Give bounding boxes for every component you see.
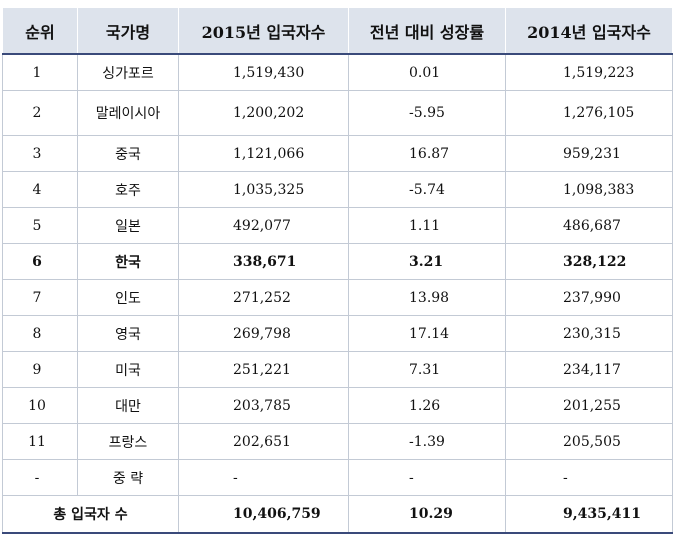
cell-arrivals-2014: 959,231 — [505, 135, 673, 172]
cell-growth: - — [348, 459, 506, 496]
cell-rank: 6 — [2, 243, 78, 280]
cell-rank: 7 — [2, 279, 78, 316]
table-row: 1 싱가포르 1,519,430 0.01 1,519,223 — [2, 53, 673, 91]
table-row: 3 중국 1,121,066 16.87 959,231 — [2, 135, 673, 172]
cell-country: 중 략 — [77, 459, 179, 496]
table-body: 1 싱가포르 1,519,430 0.01 1,519,223 2 말레이시아 1,200,2… — [2, 53, 673, 534]
cell-growth: 1.11 — [348, 207, 506, 244]
table-row: 8 영국 269,798 17.14 230,315 — [2, 315, 673, 352]
cell-arrivals-2015: 1,519,430 — [178, 53, 349, 91]
cell-rank: 5 — [2, 207, 78, 244]
cell-growth: -5.74 — [348, 171, 506, 208]
table-row: 6 한국 338,671 3.21 328,122 — [2, 243, 673, 280]
cell-country: 일본 — [77, 207, 179, 244]
table-row: 11 프랑스 202,651 -1.39 205,505 — [2, 423, 673, 460]
cell-arrivals-2014: 1,519,223 — [505, 53, 673, 91]
cell-growth: 13.98 — [348, 279, 506, 316]
total-growth: 10.29 — [348, 495, 506, 534]
table-row: 9 미국 251,221 7.31 234,117 — [2, 351, 673, 388]
cell-country: 인도 — [77, 279, 179, 316]
cell-arrivals-2014: 230,315 — [505, 315, 673, 352]
cell-arrivals-2014: 237,990 — [505, 279, 673, 316]
cell-arrivals-2015: 492,077 — [178, 207, 349, 244]
cell-growth: 16.87 — [348, 135, 506, 172]
table-row: 10 대만 203,785 1.26 201,255 — [2, 387, 673, 424]
cell-growth: -1.39 — [348, 423, 506, 460]
cell-country: 중국 — [77, 135, 179, 172]
cell-rank: 9 — [2, 351, 78, 388]
arrivals-table: 순위 국가명 2015년 입국자수 전년 대비 성장률 2014년 입국자수 1… — [2, 8, 673, 534]
cell-rank: 4 — [2, 171, 78, 208]
total-arrivals-2015: 10,406,759 — [178, 495, 349, 534]
cell-arrivals-2014: 328,122 — [505, 243, 673, 280]
cell-rank: 1 — [2, 53, 78, 91]
cell-country: 프랑스 — [77, 423, 179, 460]
cell-rank: 3 — [2, 135, 78, 172]
header-country: 국가명 — [77, 8, 179, 54]
cell-arrivals-2014: 201,255 — [505, 387, 673, 424]
cell-rank: 11 — [2, 423, 78, 460]
total-label: 총 입국자 수 — [2, 495, 179, 534]
cell-growth: -5.95 — [348, 90, 506, 136]
cell-arrivals-2015: 203,785 — [178, 387, 349, 424]
cell-country: 한국 — [77, 243, 179, 280]
cell-arrivals-2014: 234,117 — [505, 351, 673, 388]
cell-country: 대만 — [77, 387, 179, 424]
cell-country: 영국 — [77, 315, 179, 352]
table-row: 2 말레이시아 1,200,202 -5.95 1,276,105 — [2, 90, 673, 136]
cell-growth: 7.31 — [348, 351, 506, 388]
total-arrivals-2014: 9,435,411 — [505, 495, 673, 534]
cell-rank: - — [2, 459, 78, 496]
cell-arrivals-2015: 1,035,325 — [178, 171, 349, 208]
cell-arrivals-2015: 338,671 — [178, 243, 349, 280]
table-row: 5 일본 492,077 1.11 486,687 — [2, 207, 673, 244]
header-arrivals-2014: 2014년 입국자수 — [505, 8, 673, 54]
header-rank: 순위 — [2, 8, 78, 54]
cell-arrivals-2015: 202,651 — [178, 423, 349, 460]
cell-growth: 17.14 — [348, 315, 506, 352]
cell-country: 말레이시아 — [77, 90, 179, 136]
cell-growth: 0.01 — [348, 53, 506, 91]
cell-arrivals-2014: - — [505, 459, 673, 496]
cell-arrivals-2015: - — [178, 459, 349, 496]
cell-arrivals-2015: 1,121,066 — [178, 135, 349, 172]
table-row: -중 략--- — [2, 459, 673, 496]
cell-arrivals-2014: 1,098,383 — [505, 171, 673, 208]
cell-rank: 8 — [2, 315, 78, 352]
cell-arrivals-2014: 205,505 — [505, 423, 673, 460]
cell-arrivals-2014: 486,687 — [505, 207, 673, 244]
cell-arrivals-2015: 269,798 — [178, 315, 349, 352]
cell-country: 싱가포르 — [77, 53, 179, 91]
table-header: 순위 국가명 2015년 입국자수 전년 대비 성장률 2014년 입국자수 — [2, 8, 673, 54]
header-growth: 전년 대비 성장률 — [348, 8, 506, 54]
cell-arrivals-2014: 1,276,105 — [505, 90, 673, 136]
cell-country: 미국 — [77, 351, 179, 388]
total-row: 총 입국자 수 10,406,759 10.29 9,435,411 — [2, 495, 673, 534]
cell-arrivals-2015: 251,221 — [178, 351, 349, 388]
header-arrivals-2015: 2015년 입국자수 — [178, 8, 349, 54]
cell-growth: 1.26 — [348, 387, 506, 424]
cell-growth: 3.21 — [348, 243, 506, 280]
cell-country: 호주 — [77, 171, 179, 208]
cell-rank: 2 — [2, 90, 78, 136]
cell-arrivals-2015: 1,200,202 — [178, 90, 349, 136]
cell-rank: 10 — [2, 387, 78, 424]
table-row: 7 인도 271,252 13.98 237,990 — [2, 279, 673, 316]
cell-arrivals-2015: 271,252 — [178, 279, 349, 316]
table-row: 4 호주 1,035,325 -5.74 1,098,383 — [2, 171, 673, 208]
